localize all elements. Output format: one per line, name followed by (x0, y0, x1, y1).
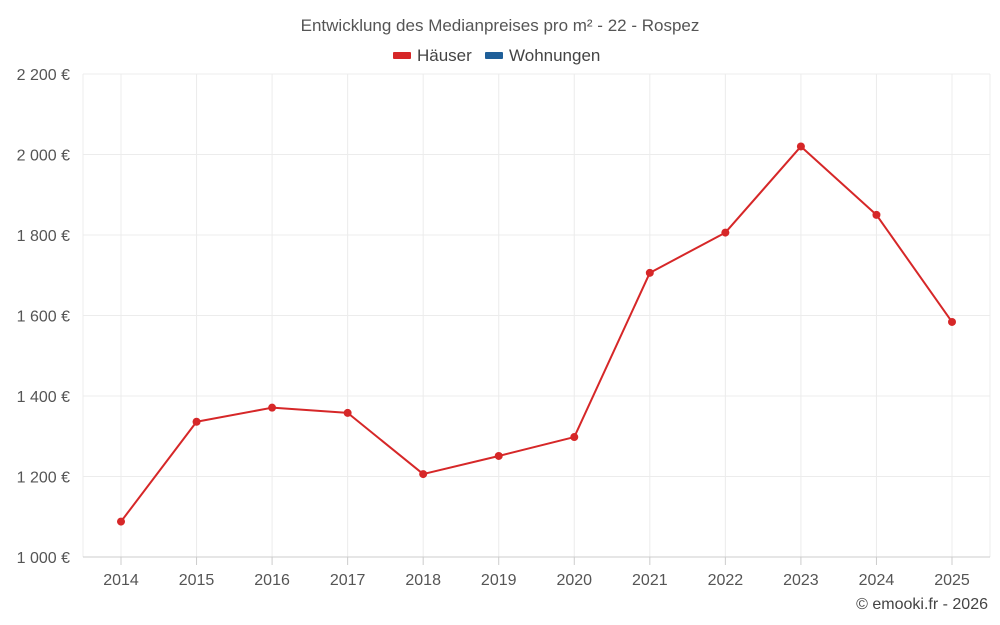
data-point-haeuser-2020[interactable] (570, 433, 579, 442)
y-tick-label: 2 200 € (17, 67, 70, 84)
x-tick-label: 2024 (859, 572, 895, 589)
y-tick-label: 1 600 € (17, 309, 70, 326)
series-line-haeuser (120, 145, 953, 523)
x-tick-label: 2016 (254, 572, 290, 589)
data-point-haeuser-2014[interactable] (117, 517, 125, 526)
y-tick-label: 1 400 € (17, 389, 70, 406)
x-tick-label: 2014 (103, 572, 139, 589)
chart-title: Entwicklung des Medianpreises pro m² - 2… (301, 16, 700, 35)
x-tick-label: 2022 (708, 572, 744, 589)
legend-item-wohnungen[interactable]: Wohnungen (485, 46, 600, 65)
x-tick-label: 2019 (481, 572, 517, 589)
data-point-haeuser-2019[interactable] (494, 451, 503, 460)
x-tick-label: 2020 (556, 572, 592, 589)
legend: Häuser Wohnungen (393, 46, 600, 65)
x-tick-label: 2021 (632, 572, 668, 589)
series-layer (117, 142, 956, 526)
y-tick-label: 1 200 € (17, 470, 70, 487)
grid (82, 73, 991, 557)
data-point-haeuser-2025[interactable] (948, 317, 956, 326)
y-tick-label: 2 000 € (17, 148, 70, 165)
legend-label-haeuser: Häuser (417, 46, 472, 65)
x-tick-label: 2017 (330, 572, 366, 589)
x-tick-label: 2018 (405, 572, 441, 589)
y-tick-label: 1 800 € (17, 228, 70, 245)
legend-swatch-wohnungen (485, 52, 503, 59)
data-point-haeuser-2024[interactable] (872, 210, 881, 219)
data-point-haeuser-2017[interactable] (343, 408, 352, 417)
axes: 1 000 € 1 200 € 1 400 € 1 600 € 1 800 € 2 000… (17, 67, 990, 589)
legend-item-haeuser[interactable]: Häuser (393, 46, 472, 65)
data-point-haeuser-2023[interactable] (796, 142, 805, 151)
y-tick-label: 1 000 € (17, 550, 70, 567)
x-tick-label: 2015 (179, 572, 215, 589)
data-point-haeuser-2016[interactable] (268, 403, 277, 412)
data-point-haeuser-2022[interactable] (721, 228, 730, 237)
data-point-haeuser-2018[interactable] (419, 470, 428, 479)
legend-swatch-haeuser (393, 52, 411, 59)
data-point-haeuser-2021[interactable] (645, 268, 654, 277)
legend-label-wohnungen: Wohnungen (509, 46, 600, 65)
x-tick-label: 2023 (783, 572, 819, 589)
credit-text: © emooki.fr - 2026 (856, 596, 988, 613)
x-tick-label: 2025 (934, 572, 970, 589)
data-point-haeuser-2015[interactable] (192, 417, 201, 426)
